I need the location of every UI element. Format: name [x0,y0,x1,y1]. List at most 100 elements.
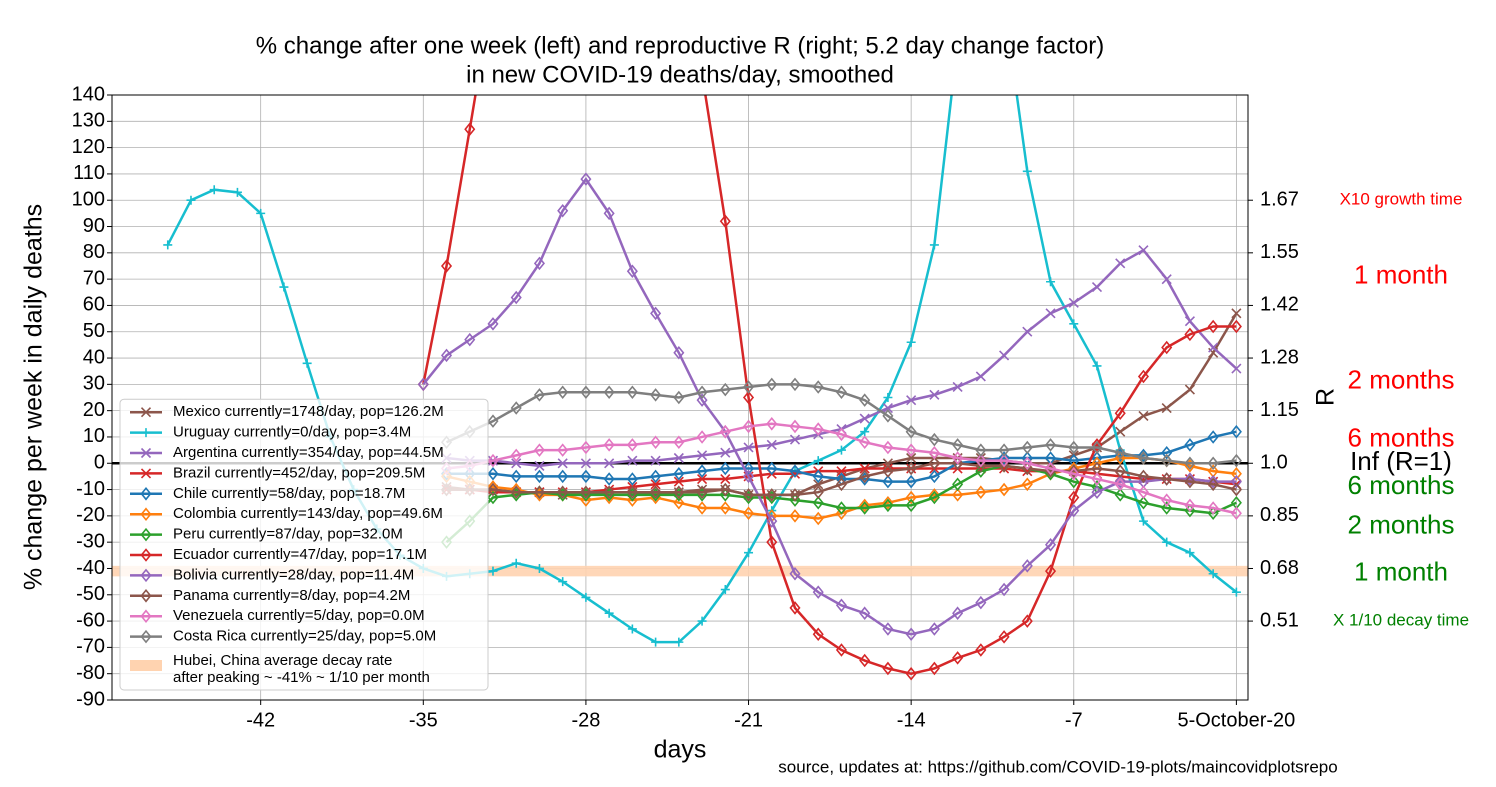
marker [1161,340,1173,355]
marker [1231,363,1242,374]
marker [882,661,894,676]
marker [1161,402,1172,414]
marker [1184,498,1196,513]
marker [928,622,940,636]
marker [1208,342,1219,353]
marker [905,474,917,489]
marker [1138,410,1149,421]
marker [906,452,917,464]
legend-label: after peaking ~ -41% ~ 1/10 per month [173,669,430,686]
marker [998,582,1010,597]
marker [975,595,987,610]
marker [487,453,499,468]
marker [998,443,1010,457]
marker [1091,440,1103,455]
marker [1068,467,1080,481]
marker [1092,361,1102,371]
marker [464,332,476,347]
growth-annotation: 1 month [1354,557,1448,587]
marker [1161,445,1173,460]
legend-label: Panama currently=8/day, pop=4.2M [173,587,410,604]
y2-tick-label: 1.55 [1260,241,1299,263]
marker [1068,297,1079,308]
marker [1231,587,1241,597]
marker [487,490,499,505]
marker [1138,516,1148,526]
marker [533,256,545,271]
marker [673,452,684,464]
marker [140,507,152,521]
legend-band-swatch [130,660,162,671]
marker [557,469,569,484]
y-tick-label: -10 [76,478,105,500]
marker [302,358,312,368]
chart-title: in new COVID-19 deaths/day, smoothed [466,61,894,88]
marker [766,377,778,392]
legend-label: Costa Rica currently=25/day, pop=5.0M [173,628,436,645]
marker [789,464,801,478]
marker [279,282,289,292]
marker [140,487,152,501]
marker [905,666,917,681]
marker [1021,440,1033,455]
marker [1162,537,1172,547]
marker [1230,453,1242,468]
marker [510,401,522,415]
marker [719,214,731,229]
marker [998,630,1010,644]
marker [1161,493,1173,507]
marker [836,445,846,455]
legend-box [119,398,489,691]
marker [1230,319,1242,334]
marker [860,427,870,437]
marker [1207,501,1219,515]
marker [859,393,871,407]
y-tick-label: 30 [83,373,105,395]
marker [1184,438,1196,452]
marker [1207,319,1219,334]
marker [1045,461,1057,476]
marker [487,482,499,497]
marker [766,514,778,528]
marker [1091,281,1103,293]
marker [488,566,498,576]
marker [1184,456,1196,471]
marker [1230,424,1242,439]
marker [928,456,940,471]
marker [742,469,755,484]
marker [905,424,917,439]
marker [742,488,755,502]
marker [766,417,778,431]
marker [928,488,940,502]
marker [975,453,987,468]
marker [1114,451,1126,465]
legend-label: Chile currently=58/day, pop=18.7M [173,485,405,502]
marker [1114,445,1126,460]
marker [1137,451,1149,465]
marker [1115,258,1126,269]
marker [510,485,522,499]
marker [673,467,685,481]
marker [789,488,801,502]
series-line [446,422,1237,515]
series [440,377,1242,471]
y-tick-label: 20 [83,399,105,421]
growth-annotation: 1 month [1354,259,1448,289]
series-line [446,383,1237,465]
marker [1207,456,1219,471]
marker [998,453,1010,468]
marker [696,485,708,499]
marker [789,509,801,523]
marker [511,458,522,469]
x-tick-label: -42 [246,709,275,731]
legend-label: Venezuela currently=5/day, pop=0.0M [173,607,425,624]
growth-annotation: 2 months [1348,509,1455,539]
marker [232,187,242,197]
marker [440,259,453,273]
marker [487,467,499,481]
marker [1114,477,1126,492]
y-tick-label: -30 [76,530,105,552]
marker [1161,274,1172,285]
marker [557,458,568,469]
marker [510,290,522,305]
